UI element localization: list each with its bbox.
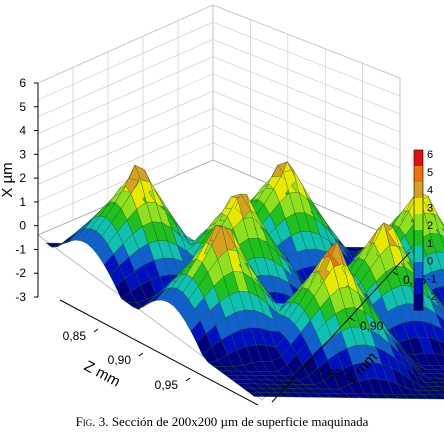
surface-cell <box>441 227 444 232</box>
z-tick-label: 4 <box>19 124 26 138</box>
colorbar-segment <box>414 150 423 167</box>
colorbar-segment <box>414 294 423 311</box>
y-mm-tick-mark <box>349 317 356 322</box>
colorbar-segment <box>414 214 423 231</box>
surface-cell <box>433 295 444 313</box>
z-tick-label: 0 <box>19 219 26 233</box>
surface-mesh <box>45 161 444 400</box>
z-mm-tick-label: 0,85 <box>63 329 87 343</box>
z-mm-tick-mark <box>185 377 191 382</box>
surface-cell <box>441 394 444 397</box>
surface-cell <box>429 233 444 253</box>
surface-cell <box>431 268 444 288</box>
surface-cell <box>429 386 444 391</box>
caption-text: Sección de 200x200 µm de superficie maqu… <box>108 414 369 429</box>
axis-lines <box>37 83 411 406</box>
z-mm-tick-label: 0,95 <box>155 378 179 392</box>
figure-caption: Fig. 3. Sección de 200x200 µm de superfi… <box>0 414 444 430</box>
z-tick-label: -3 <box>15 290 26 304</box>
z-mm-tick-label: 0,90 <box>108 353 132 367</box>
surface-cell <box>437 286 444 303</box>
z-mm-tick-mark <box>93 328 99 333</box>
surface-cell <box>433 353 444 366</box>
surface-cell <box>441 373 444 376</box>
surface-cell <box>435 312 444 331</box>
z-mm-tick-mark <box>138 352 144 357</box>
surface-cell <box>435 251 444 270</box>
surface-cell <box>441 305 444 309</box>
surface-cell <box>437 377 444 383</box>
vertical-axis-label: X µm <box>0 162 16 197</box>
y-mm-tick-mark <box>392 271 399 276</box>
colorbar-tick-label: 6 <box>427 149 433 161</box>
z-tick-label: 6 <box>19 76 26 90</box>
colorbar-tick-label: 5 <box>427 167 433 179</box>
z-tick-label: -1 <box>15 242 26 256</box>
surface-cell <box>441 328 444 336</box>
surface-cell <box>431 323 444 343</box>
surface-cell <box>433 382 444 387</box>
surface-cell <box>437 298 444 309</box>
back-walls <box>37 4 401 241</box>
surface-cell <box>433 214 444 238</box>
y-mm-tick-label: 0,95 <box>318 367 342 381</box>
surface-cell <box>431 394 444 400</box>
colorbar-segment <box>414 182 423 199</box>
z-tick-label: 1 <box>19 195 26 209</box>
z-tick-label: -2 <box>15 266 26 280</box>
back-wall-gridlines <box>37 4 401 241</box>
colorbar-segment <box>414 262 423 279</box>
caption-lead: Fig. 3. <box>75 414 109 429</box>
z-tick-label: 3 <box>19 147 26 161</box>
colorbar-tick-label: 2 <box>427 220 433 232</box>
colorbar-tick-label: -2 <box>427 291 437 303</box>
colorbar-segment <box>414 230 423 247</box>
colorbar-segment <box>414 246 423 263</box>
colorbar-segment <box>414 166 423 183</box>
colorbar-tick-label: 1 <box>427 238 433 250</box>
vertical-axis-ticks: 6 5 4 3 2 1 0 -1 -2 -3 <box>15 76 38 304</box>
surface-cell <box>431 373 444 379</box>
z-tick-label: 2 <box>19 171 26 185</box>
surface-cell <box>435 369 444 375</box>
colorbar-tick-label: 3 <box>427 202 433 214</box>
colorbar-tick-label: 4 <box>427 185 433 197</box>
y-mm-tick-label: 0,90 <box>360 319 384 333</box>
surface-cell <box>437 339 444 356</box>
surface-cell <box>429 298 444 321</box>
y-mm-tick-mark <box>307 365 314 370</box>
colorbar: 6 5 4 3 2 1 0 -1 -2 <box>413 149 437 311</box>
colorbar-tick-label: 0 <box>427 256 433 268</box>
surface-cell <box>429 365 444 370</box>
z-tick-label: 5 <box>19 100 26 114</box>
surface-cell <box>441 269 444 277</box>
surface-cell <box>437 215 444 227</box>
surface-cell <box>435 390 444 396</box>
z-axis-ticks: 0,85 0,90 0,95 <box>63 328 191 392</box>
colorbar-segment <box>414 198 423 215</box>
colorbar-segment <box>414 278 423 295</box>
colorbar-tick-label: -1 <box>427 273 437 285</box>
